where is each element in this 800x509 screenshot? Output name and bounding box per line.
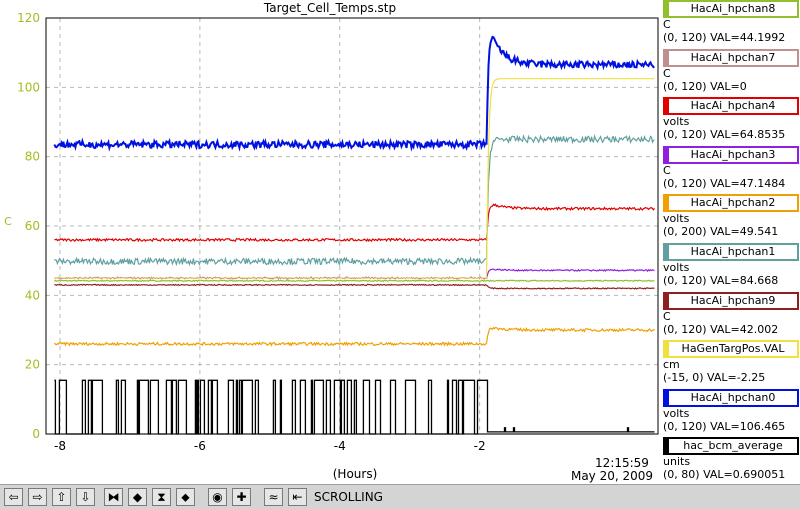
legend-entry[interactable]: hac_bcm_average units (0, 80) VAL=0.690051 bbox=[663, 437, 799, 481]
legend-units: C bbox=[663, 309, 671, 323]
toolbar: SCROLLING ⇦ ⇨ ⇧ ⇩ ⧓ ◆ ⧗ ⬥ ◉ ✚ ≈ ⇤ bbox=[0, 484, 800, 509]
legend-units: volts bbox=[663, 261, 690, 274]
zoom-out-horizontal-icon[interactable]: ◆ bbox=[128, 488, 147, 506]
series-line-HacAi_hpchan1 bbox=[53, 134, 655, 267]
legend-entry[interactable]: HacAi_hpchan8 C (0, 120) VAL=44.1992 bbox=[663, 0, 799, 44]
legend-entry[interactable]: HacAi_hpchan9 C (0, 120) VAL=42.002 bbox=[663, 291, 799, 336]
zoom-in-vertical-icon[interactable]: ⧗ bbox=[152, 488, 171, 506]
legend-series-name: HacAi_hpchan0 bbox=[663, 388, 799, 407]
legend-entry[interactable]: HacAi_hpchan4 volts (0, 120) VAL=64.8535 bbox=[663, 97, 799, 141]
scroll-icon[interactable]: ⇤ bbox=[288, 488, 307, 506]
legend-entry[interactable]: HacAi_hpchan3 C (0, 120) VAL=47.1484 bbox=[663, 145, 799, 190]
x-tick-label: -2 bbox=[474, 439, 486, 453]
x-tick-label: -4 bbox=[334, 439, 346, 453]
series-line-HaGenTargPos.VAL bbox=[54, 78, 655, 279]
legend-series-name: HaGenTargPos.VAL bbox=[663, 340, 799, 359]
y-tick-label: 80 bbox=[25, 150, 40, 164]
legend-entry[interactable]: HacAi_hpchan0 volts (0, 120) VAL=106.465 bbox=[663, 388, 799, 433]
arrow-down-icon[interactable]: ⇩ bbox=[76, 488, 95, 506]
x-tick-label: -8 bbox=[54, 439, 66, 453]
y-tick-label: 40 bbox=[25, 288, 40, 302]
y-tick-label: 20 bbox=[25, 358, 40, 372]
series-line-hac_bcm_average bbox=[54, 379, 655, 435]
x-tick-label: -6 bbox=[194, 439, 206, 453]
legend-series-name: HacAi_hpchan4 bbox=[663, 97, 799, 116]
legend-range-value: (0, 120) VAL=42.002 bbox=[663, 322, 779, 336]
legend-units: cm bbox=[663, 358, 680, 372]
arrow-right-icon[interactable]: ⇨ bbox=[28, 488, 47, 506]
legend-units: volts bbox=[663, 212, 690, 226]
legend: HacAi_hpchan8 C (0, 120) VAL=44.1992 HacAi_… bbox=[660, 0, 800, 484]
legend-entry[interactable]: HacAi_hpchan2 volts (0, 200) VAL=49.541 bbox=[663, 194, 799, 238]
legend-series-name: HacAi_hpchan7 bbox=[663, 48, 799, 67]
arrow-up-icon[interactable]: ⇧ bbox=[52, 488, 71, 506]
legend-range-value: (0, 120) VAL=47.1484 bbox=[663, 176, 786, 190]
legend-range-value: (0, 120) VAL=84.668 bbox=[663, 274, 779, 287]
series-line-HacAi_hpchan4 bbox=[54, 203, 655, 243]
plus-icon[interactable]: ✚ bbox=[232, 488, 251, 506]
zoom-in-horizontal-icon[interactable]: ⧓ bbox=[104, 488, 123, 506]
legend-units: volts bbox=[663, 115, 690, 129]
legend-series-name: HacAi_hpchan1 bbox=[663, 243, 799, 261]
y-tick-label: 120 bbox=[17, 11, 40, 25]
legend-units: volts bbox=[663, 406, 690, 420]
legend-range-value: (0, 120) VAL=44.1992 bbox=[663, 31, 786, 44]
series-line-HacAi_hpchan0 bbox=[53, 35, 655, 152]
plot-frame bbox=[45, 17, 659, 435]
legend-units: units bbox=[663, 455, 691, 469]
series-line-HacAi_hpchan3 bbox=[54, 268, 655, 280]
status-label: SCROLLING bbox=[314, 490, 383, 504]
y-tick-label: 100 bbox=[17, 80, 40, 94]
zoom-out-vertical-icon[interactable]: ⬥ bbox=[176, 488, 195, 506]
legend-range-value: (0, 120) VAL=106.465 bbox=[663, 419, 786, 433]
legend-range-value: (0, 120) VAL=64.8535 bbox=[663, 128, 786, 142]
date-label: May 20, 2009 bbox=[571, 469, 653, 483]
y-axis-label: C bbox=[4, 215, 12, 228]
arrow-left-icon[interactable]: ⇦ bbox=[4, 488, 23, 506]
legend-entry[interactable]: HaGenTargPos.VAL cm (-15, 0) VAL=-2.25 bbox=[663, 340, 799, 384]
y-tick-label: 60 bbox=[25, 219, 40, 233]
legend-units: C bbox=[663, 163, 671, 177]
legend-series-name: HacAi_hpchan8 bbox=[663, 0, 799, 18]
legend-series-name: HacAi_hpchan3 bbox=[663, 145, 799, 164]
legend-range-value: (0, 80) VAL=0.690051 bbox=[663, 468, 786, 482]
legend-entry[interactable]: HacAi_hpchan7 C (0, 120) VAL=0 bbox=[663, 48, 799, 93]
chart-title: Target_Cell_Temps.stp bbox=[263, 1, 396, 15]
legend-range-value: (0, 200) VAL=49.541 bbox=[663, 225, 779, 239]
chart-area[interactable]: 0 20 40 60 80 100 120 -8 -6 -4 -2 Target_Cell_Temp… bbox=[0, 0, 660, 484]
legend-range-value: (-15, 0) VAL=-2.25 bbox=[663, 371, 766, 385]
time-label: 12:15:59 bbox=[595, 456, 649, 470]
legend-entry[interactable]: HacAi_hpchan1 volts (0, 120) VAL=84.668 bbox=[663, 243, 799, 287]
y-tick-label: 0 bbox=[32, 427, 40, 441]
series-line-HacAi_hpchan8 bbox=[53, 279, 655, 283]
target-icon[interactable]: ◉ bbox=[208, 488, 227, 506]
series-line-HacAi_hpchan9 bbox=[54, 283, 655, 290]
strip-chart[interactable]: 0 20 40 60 80 100 120 -8 -6 -4 -2 Target_Cell_Temp… bbox=[0, 0, 660, 484]
legend-series-name: hac_bcm_average bbox=[663, 437, 799, 456]
autoscale-icon[interactable]: ≈ bbox=[264, 488, 283, 506]
legend-units: C bbox=[663, 18, 671, 31]
series-line-HacAi_hpchan2 bbox=[53, 326, 655, 347]
x-axis-label: (Hours) bbox=[333, 467, 378, 481]
legend-series-name: HacAi_hpchan9 bbox=[663, 291, 799, 310]
legend-units: C bbox=[663, 66, 671, 80]
legend-series-name: HacAi_hpchan2 bbox=[663, 194, 799, 213]
legend-range-value: (0, 120) VAL=0 bbox=[663, 79, 747, 93]
